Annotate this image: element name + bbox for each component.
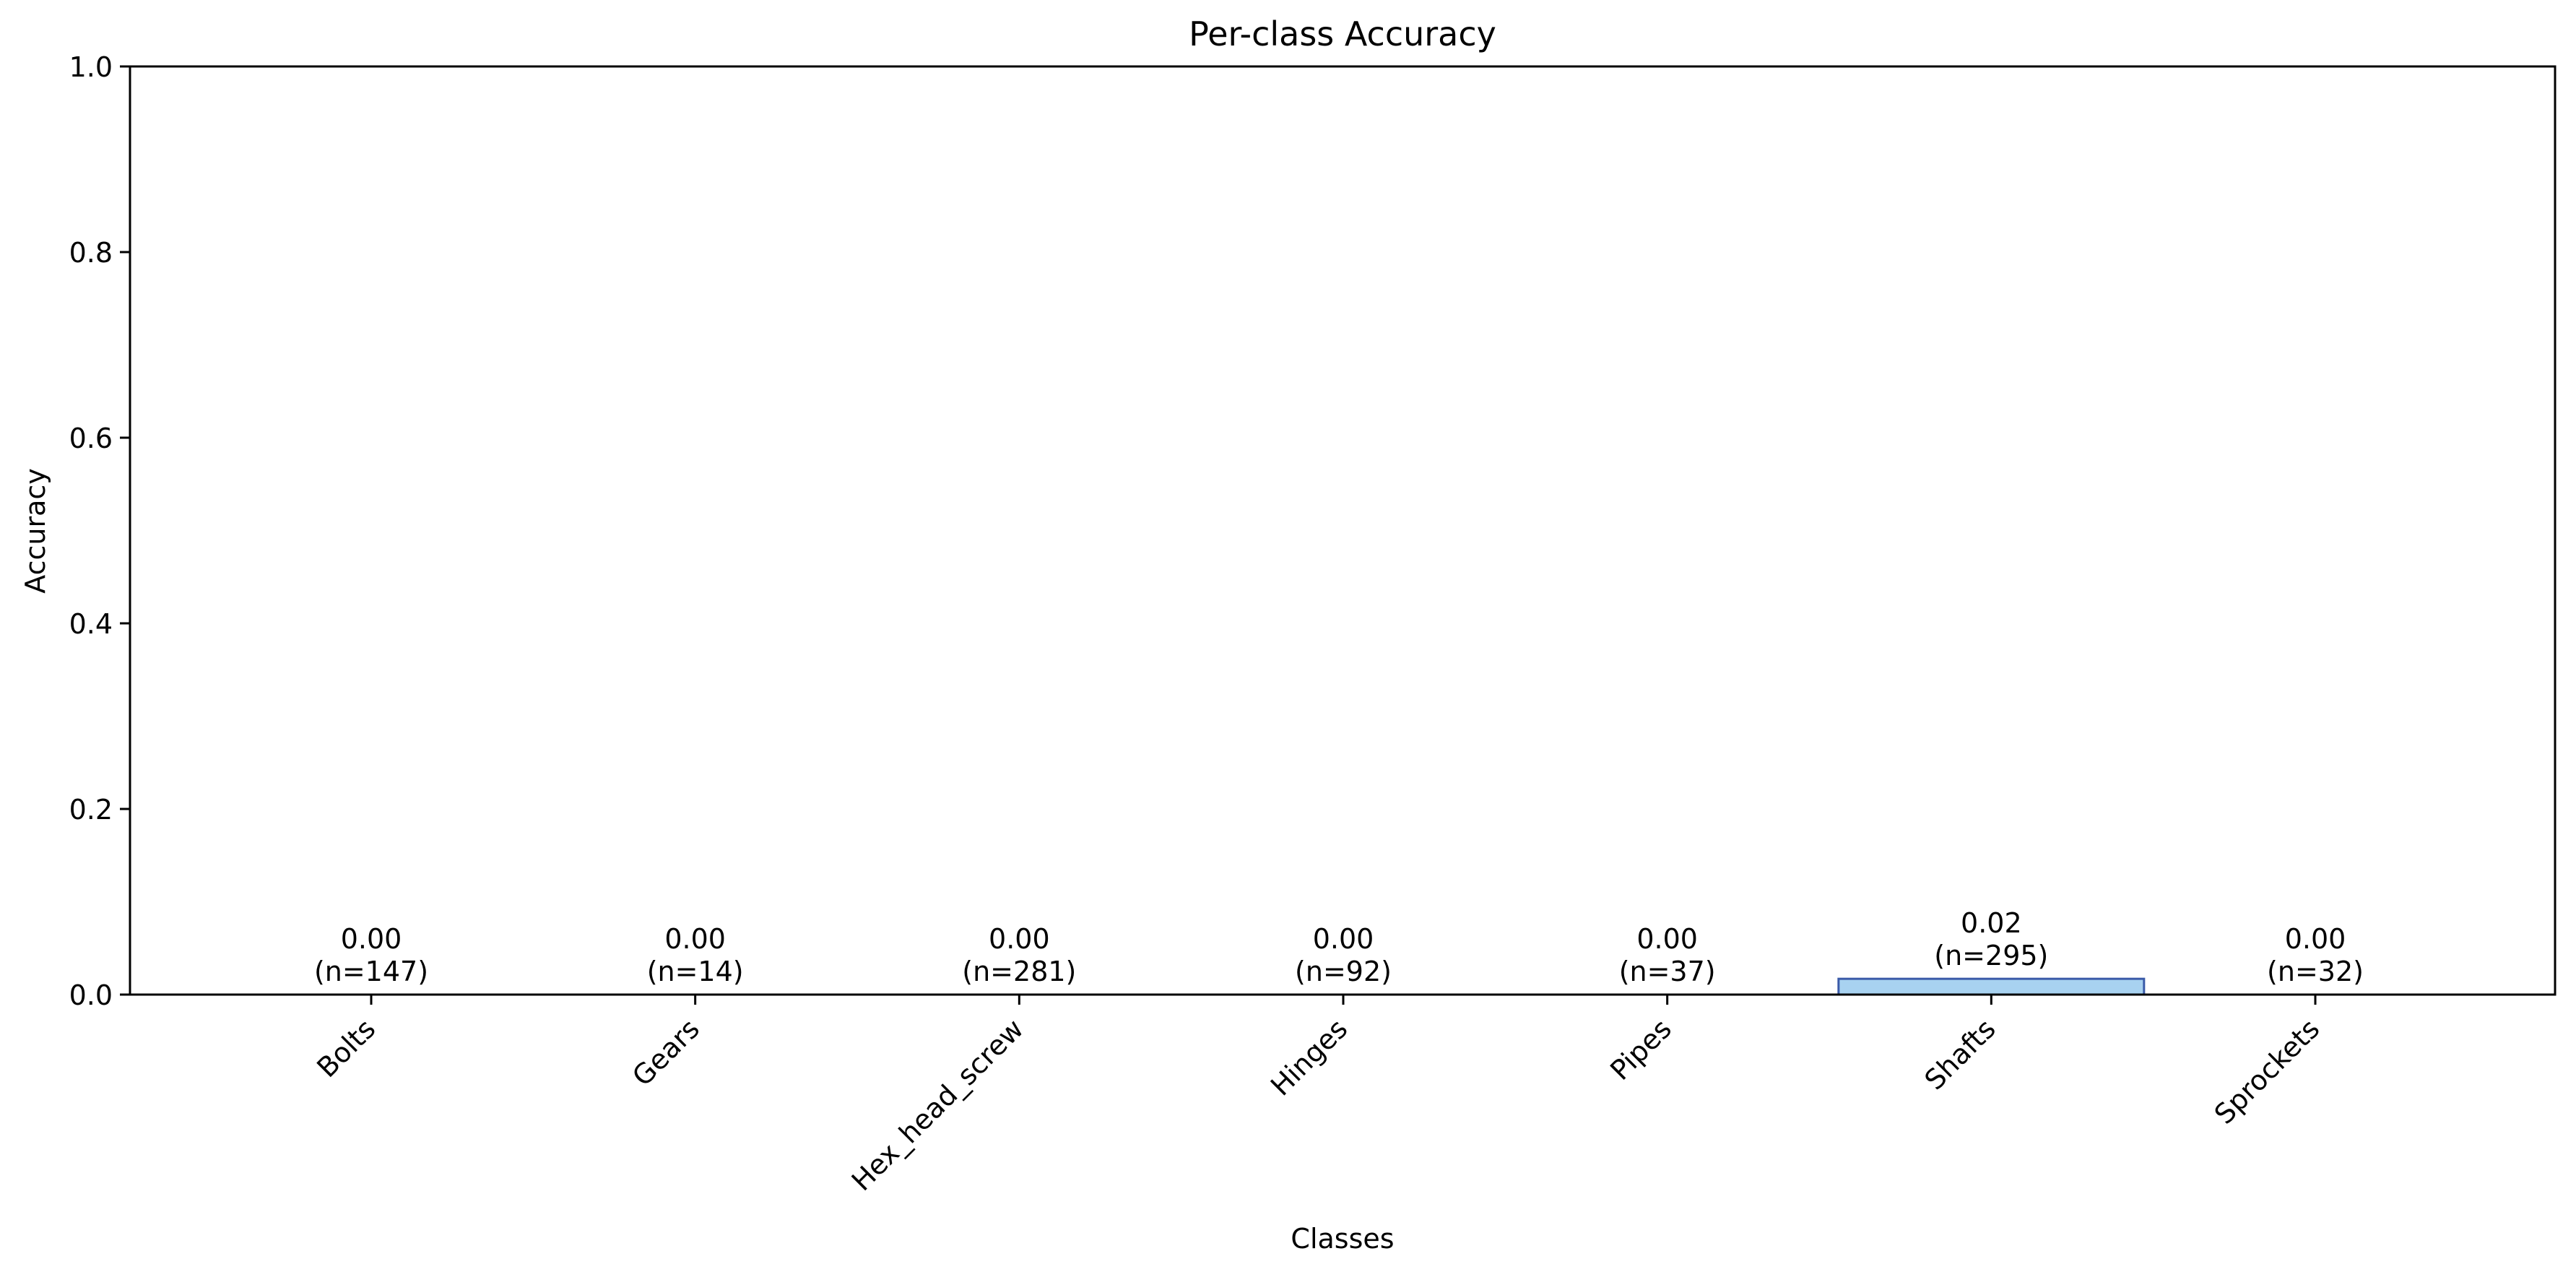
bar-labels: 0.00(n=147)0.00(n=14)0.00(n=281)0.00(n=9…	[314, 907, 2364, 987]
bar-count-label: (n=32)	[2267, 956, 2364, 987]
bar-shafts	[1837, 977, 2146, 996]
bar-count-label: (n=92)	[1295, 956, 1392, 987]
bar-value-label: 0.00	[341, 923, 402, 955]
chart-title: Per-class Accuracy	[1189, 14, 1496, 53]
plot-area-frame	[129, 65, 2557, 996]
y-tick-label: 1.0	[69, 51, 113, 83]
y-tick-label: 0.4	[69, 608, 113, 640]
bars	[1837, 977, 2146, 996]
y-axis-ticks: 0.0 0.2 0.4 0.6 0.8 1.0	[69, 51, 130, 1011]
y-tick-label: 0.6	[69, 423, 113, 454]
bar-value-label: 0.00	[664, 923, 726, 955]
x-axis-label: Classes	[1291, 1223, 1394, 1255]
bar-count-label: (n=14)	[647, 956, 744, 987]
bar-count-label: (n=147)	[314, 956, 428, 987]
bar-value-label: 0.00	[989, 923, 1050, 955]
bar-count-label: (n=37)	[1619, 956, 1716, 987]
bar-count-label: (n=295)	[1934, 940, 2048, 971]
y-tick-label: 0.8	[69, 237, 113, 269]
y-axis-label: Accuracy	[19, 468, 51, 594]
bar-count-label: (n=281)	[962, 956, 1076, 987]
bar-value-label: 0.00	[1313, 923, 1374, 955]
bar-value-label: 0.02	[1961, 907, 2022, 939]
bar-value-label: 0.00	[2285, 923, 2346, 955]
y-tick-label: 0.0	[69, 979, 113, 1011]
y-tick-label: 0.2	[69, 794, 113, 826]
bar-value-label: 0.00	[1636, 923, 1698, 955]
